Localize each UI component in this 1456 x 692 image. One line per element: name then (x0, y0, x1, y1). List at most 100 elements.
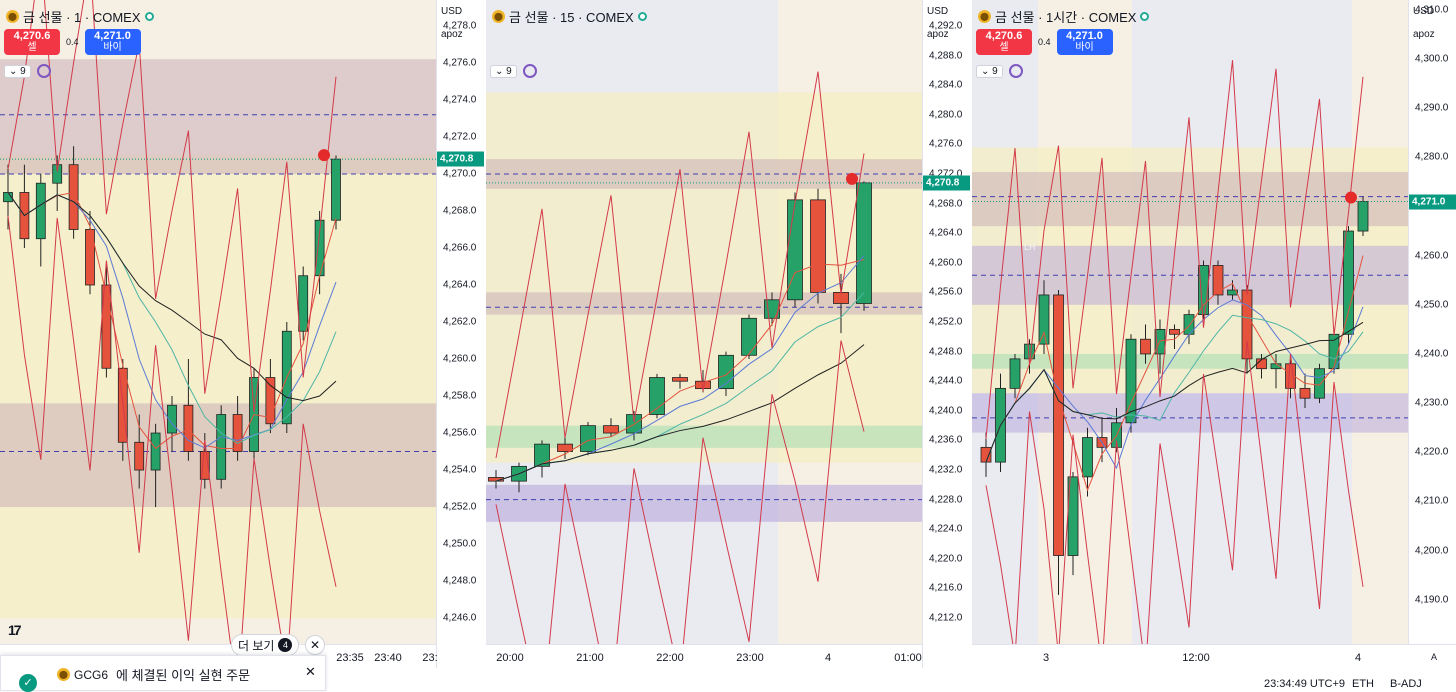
candle (331, 158, 341, 221)
auto-scale-button[interactable]: A (1430, 652, 1438, 662)
close-toast-icon[interactable]: ✕ (305, 664, 316, 679)
price-tick: 4,254.0 (443, 464, 477, 476)
order-notification-toast[interactable]: ✓ ⬤ GCG6 에 체결된 이익 실현 주문 ✕ (0, 655, 326, 692)
price-tick: 4,190.0 (1415, 594, 1449, 606)
price-tick: 4,252.0 (929, 316, 963, 328)
candle (1314, 368, 1325, 399)
chart-pane-2[interactable]: USD apoz 4,292.0 4,288.0 4,284.0 4,280.0 4,2… (486, 0, 970, 668)
moving-average-line (7, 192, 337, 402)
indicator-toggle-3[interactable]: ⌄ 9 (976, 64, 1023, 78)
symbol-title[interactable]: 금 선물 · 1 · COMEX (23, 10, 141, 25)
candle (183, 404, 194, 452)
moving-average-line (495, 259, 865, 482)
candle (216, 414, 227, 480)
symbol-title[interactable]: 금 선물 · 1시간 · COMEX (995, 10, 1137, 25)
candle (265, 377, 276, 425)
time-tick: 3 (1042, 652, 1050, 664)
close-all-notifications-button[interactable]: ✕ (305, 635, 325, 655)
price-tick: 4,276.0 (929, 138, 963, 150)
scale-mode-label[interactable]: apoz (441, 29, 463, 40)
buy-button[interactable]: 4,271.0 바이 (1056, 29, 1113, 55)
sync-icon[interactable] (1008, 64, 1023, 78)
candle (85, 229, 95, 286)
price-tick: 4,256.0 (929, 286, 963, 298)
sell-button[interactable]: 4,270.6 셀 (4, 29, 60, 55)
candle (1082, 437, 1093, 478)
chart-plot-2[interactable] (486, 0, 922, 668)
price-zone (486, 484, 922, 522)
sell-button[interactable]: 4,270.6 셀 (976, 29, 1032, 55)
indicator-toggle-2[interactable]: ⌄ 9 (490, 64, 537, 78)
signal-dot (846, 172, 858, 185)
indicators-chip[interactable]: ⌄ 9 (4, 64, 31, 78)
time-axis-2[interactable]: 20:00 21:00 22:00 23:00 4 01:00 (486, 644, 922, 668)
market-open-icon (637, 12, 647, 21)
price-axis-2[interactable]: USD apoz 4,292.0 4,288.0 4,284.0 4,280.0 4,2… (922, 0, 970, 668)
price-tick: 4,250.0 (443, 538, 477, 550)
price-tick: 4,240.0 (1415, 348, 1449, 360)
symbol-legend-3[interactable]: ⬤ 금 선물 · 1시간 · COMEX (978, 7, 1150, 26)
sync-icon[interactable] (522, 64, 537, 78)
price-axis-1[interactable]: USD apoz 4,278.0 4,276.0 4,274.0 4,272.0 4,2… (436, 0, 484, 668)
currency-label[interactable]: USD (1413, 6, 1435, 17)
price-tick: 4,230.0 (1415, 397, 1449, 409)
price-tick: 4,260.0 (443, 353, 477, 365)
price-tick: 4,240.0 (929, 405, 963, 417)
symbol-legend-1[interactable]: ⬤ 금 선물 · 1 · COMEX (6, 7, 154, 26)
notification-count-badge: 4 (278, 638, 293, 652)
price-tick: 4,256.0 (443, 427, 477, 439)
gold-coin-icon: ⬤ (492, 10, 505, 23)
chart-pane-3[interactable]: LH USD apoz 4,310.0 4,300.0 4,290.0 4,280.0… (972, 0, 1456, 668)
upper-band-line (495, 71, 865, 459)
candle (1256, 358, 1267, 370)
session-toggle[interactable]: ETH (1352, 678, 1374, 690)
price-tick: 4,292.0 (929, 20, 963, 32)
adjustment-toggle[interactable]: B-ADJ (1390, 678, 1422, 690)
price-tick: 4,300.0 (1415, 53, 1449, 65)
price-tick: 4,264.0 (443, 279, 477, 291)
price-zone (0, 59, 436, 174)
lower-band-line (495, 340, 865, 668)
price-tick: 4,228.0 (929, 494, 963, 506)
price-tick: 4,266.0 (443, 242, 477, 254)
time-tick: 23:00 (736, 652, 764, 664)
candle (1357, 201, 1369, 232)
price-axis-3[interactable]: USD apoz 4,310.0 4,300.0 4,290.0 4,280.0 4,2… (1408, 0, 1456, 668)
chart-pane-1[interactable]: USD apoz 4,278.0 4,276.0 4,274.0 4,272.0 4,2… (0, 0, 484, 668)
symbol-title[interactable]: 금 선물 · 15 · COMEX (509, 10, 634, 25)
buy-button[interactable]: 4,271.0 바이 (84, 29, 141, 55)
chart-plot-3[interactable]: LH (972, 0, 1408, 668)
currency-label[interactable]: USD (441, 6, 463, 17)
symbol-legend-2[interactable]: ⬤ 금 선물 · 15 · COMEX (492, 7, 647, 26)
price-tick: 4,268.0 (929, 198, 963, 210)
show-more-notifications-button[interactable]: 더 보기 4 (231, 634, 300, 656)
price-tick: 4,248.0 (929, 346, 963, 358)
currency-label[interactable]: USD (927, 6, 949, 17)
chart-plot-1[interactable] (0, 0, 436, 668)
time-tick: 21:00 (576, 652, 604, 664)
spread-value: 0.4 (1038, 37, 1051, 47)
scale-mode-label[interactable]: apoz (927, 29, 949, 40)
moving-average-line (495, 344, 865, 482)
price-tick: 4,290.0 (1415, 102, 1449, 114)
candle (856, 182, 872, 304)
indicators-chip[interactable]: ⌄ 9 (976, 64, 1003, 78)
price-tick: 4,280.0 (1415, 151, 1449, 163)
price-tick: 4,260.0 (1415, 250, 1449, 262)
clock-timezone[interactable]: 23:34:49 UTC+9 (1264, 678, 1346, 690)
sync-icon[interactable] (36, 64, 51, 78)
time-axis-3[interactable]: A 3 12:00 4 (972, 644, 1456, 668)
current-price-label: 4,270.8 (437, 151, 484, 167)
price-tick: 4,280.0 (929, 109, 963, 121)
indicators-chip[interactable]: ⌄ 9 (490, 64, 517, 78)
candle (1169, 328, 1180, 335)
candle (1198, 265, 1209, 316)
indicator-toggle-1[interactable]: ⌄ 9 (4, 64, 51, 78)
scale-mode-label[interactable]: apoz (1413, 29, 1435, 40)
candle (626, 414, 642, 434)
price-tick: 4,268.0 (443, 205, 477, 217)
price-tick: 4,252.0 (443, 501, 477, 513)
market-open-icon (144, 12, 154, 21)
candle (1212, 265, 1224, 296)
price-tick: 4,236.0 (929, 434, 963, 446)
